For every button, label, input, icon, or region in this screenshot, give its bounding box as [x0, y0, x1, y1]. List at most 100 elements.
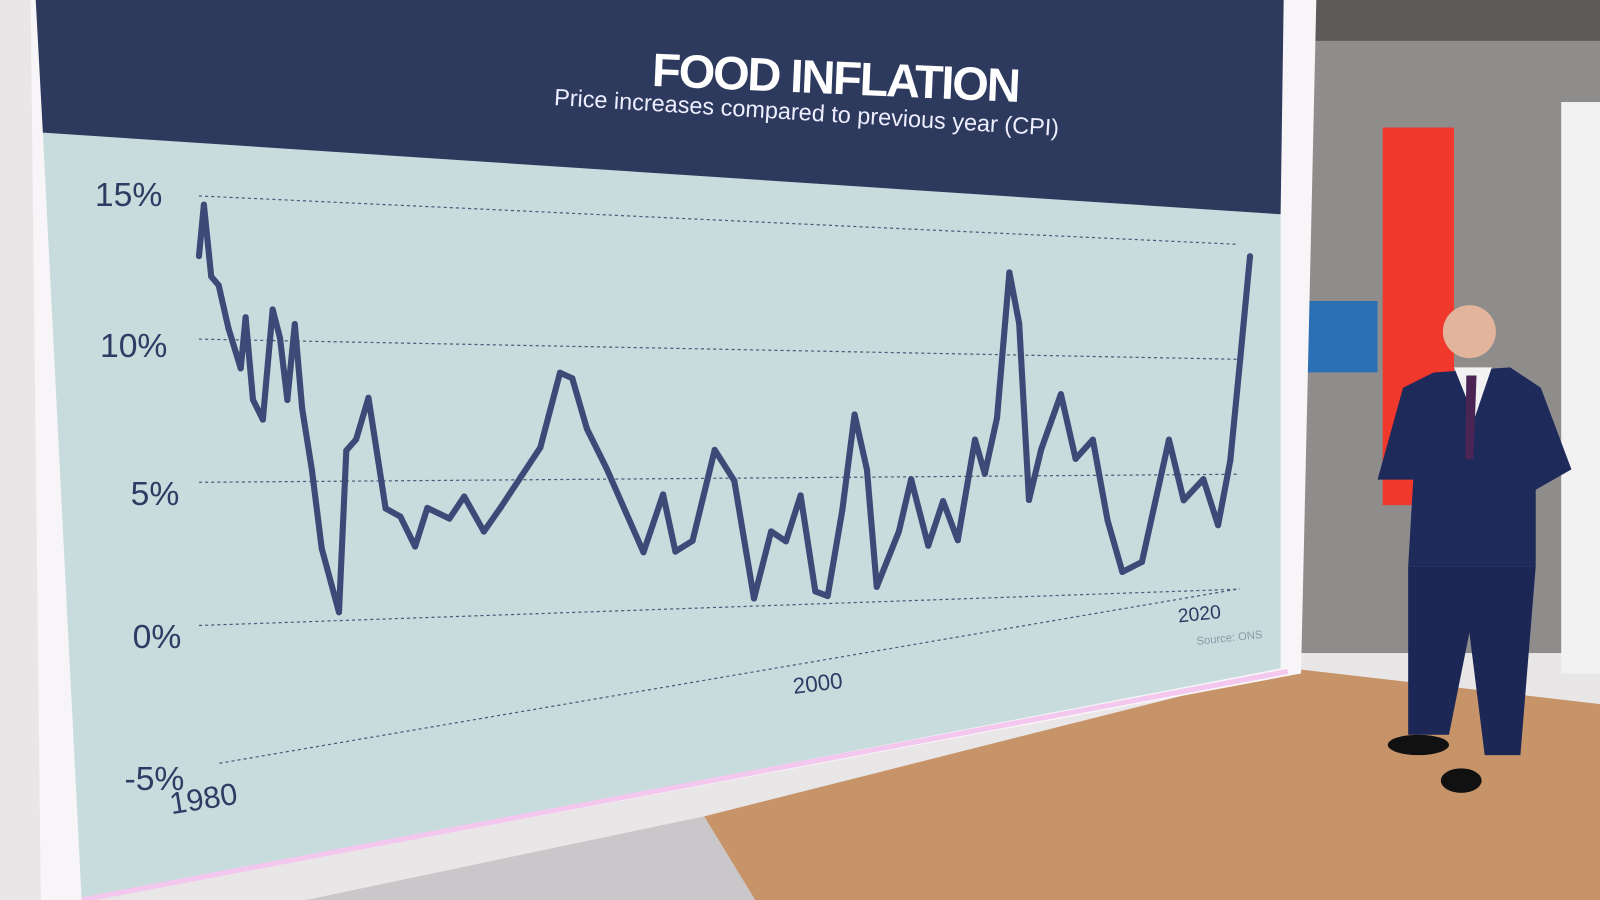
data-point — [291, 321, 298, 328]
data-point — [397, 513, 404, 520]
data-point — [1180, 497, 1187, 504]
data-point — [537, 444, 544, 451]
presenter-tie — [1465, 375, 1477, 460]
presenter — [1377, 305, 1572, 793]
data-point — [308, 467, 316, 474]
data-point — [276, 334, 284, 341]
data-point — [971, 436, 979, 443]
data-point — [797, 492, 804, 499]
data-point — [1237, 356, 1244, 363]
data-point — [365, 394, 372, 401]
data-point — [660, 491, 667, 498]
data-point — [873, 583, 880, 590]
y-tick-label: -5% — [124, 761, 184, 798]
data-point — [954, 537, 961, 544]
x-axis — [219, 588, 1240, 764]
gridline — [198, 338, 1238, 360]
data-point — [1038, 446, 1045, 453]
data-point — [603, 465, 610, 472]
floor-shadow — [306, 816, 756, 900]
data-point — [839, 506, 846, 514]
data-point — [318, 545, 325, 552]
data-point — [382, 505, 389, 512]
data-point — [225, 325, 232, 332]
chart-panel — [42, 132, 1281, 900]
presenter-jacket — [1377, 367, 1572, 567]
data-point — [461, 493, 468, 500]
gridline — [198, 588, 1238, 627]
y-tick-label: 10% — [100, 328, 167, 365]
data-point — [1072, 455, 1079, 462]
data-point — [208, 273, 215, 280]
presenter-trousers — [1408, 566, 1536, 756]
data-point — [1215, 522, 1222, 529]
data-point — [284, 396, 291, 404]
data-point — [908, 476, 915, 483]
data-point — [343, 447, 350, 454]
data-point — [237, 365, 244, 372]
data-point — [768, 528, 775, 535]
data-point — [1006, 269, 1013, 276]
data-point — [994, 414, 1001, 421]
y-tick-label: 15% — [95, 177, 162, 214]
data-point — [689, 537, 696, 544]
screen-glow — [81, 668, 1289, 900]
data-point — [1104, 517, 1111, 524]
y-tick-label: 5% — [131, 476, 180, 513]
data-point — [335, 609, 343, 616]
gridline — [198, 473, 1238, 483]
data-point — [517, 474, 524, 481]
data-point — [623, 510, 630, 517]
data-point — [583, 425, 591, 432]
studio-blue-light — [1306, 301, 1378, 373]
data-point — [939, 498, 947, 505]
data-point — [353, 436, 360, 443]
data-point — [200, 201, 207, 208]
data-point — [1165, 436, 1173, 443]
data-point — [1138, 558, 1146, 566]
data-point — [711, 446, 718, 453]
ceiling-vents — [1275, 0, 1600, 41]
data-point — [750, 595, 758, 602]
x-tick-label: 2020 — [1177, 601, 1222, 627]
chart-header — [35, 0, 1284, 215]
data-point — [640, 549, 647, 556]
data-point — [824, 592, 831, 600]
data-point — [981, 470, 988, 477]
data-point — [259, 416, 266, 423]
data-point — [556, 369, 564, 376]
data-point — [1057, 391, 1064, 398]
presenter-shoe — [1440, 768, 1482, 793]
data-point — [249, 396, 257, 403]
data-point — [1025, 496, 1033, 504]
data-point — [1089, 436, 1096, 443]
gridline — [198, 195, 1238, 245]
data-point — [1119, 568, 1126, 576]
data-point — [412, 543, 419, 550]
wooden-floor — [704, 668, 1600, 900]
data-point — [782, 538, 789, 545]
data-point — [895, 528, 902, 535]
data-point — [1246, 253, 1254, 260]
data-point — [497, 503, 505, 511]
data-point — [863, 466, 870, 473]
x-tick-label: 2000 — [791, 668, 844, 699]
data-point — [195, 253, 203, 260]
presenter-shoe — [1387, 734, 1449, 756]
data-point — [1200, 476, 1207, 483]
gridlines — [198, 195, 1238, 627]
data-point — [480, 528, 487, 535]
studio-pillar — [1561, 102, 1600, 674]
data-point — [672, 548, 679, 555]
presenter-head — [1442, 305, 1496, 359]
data-point — [424, 504, 431, 511]
data-point — [851, 411, 858, 418]
data-point — [446, 515, 453, 522]
data-point — [812, 588, 819, 595]
series-line-food-inflation — [195, 201, 1254, 616]
data-points — [195, 201, 1254, 616]
data-point — [1227, 457, 1234, 464]
data-point — [299, 405, 306, 412]
data-point — [569, 375, 576, 382]
